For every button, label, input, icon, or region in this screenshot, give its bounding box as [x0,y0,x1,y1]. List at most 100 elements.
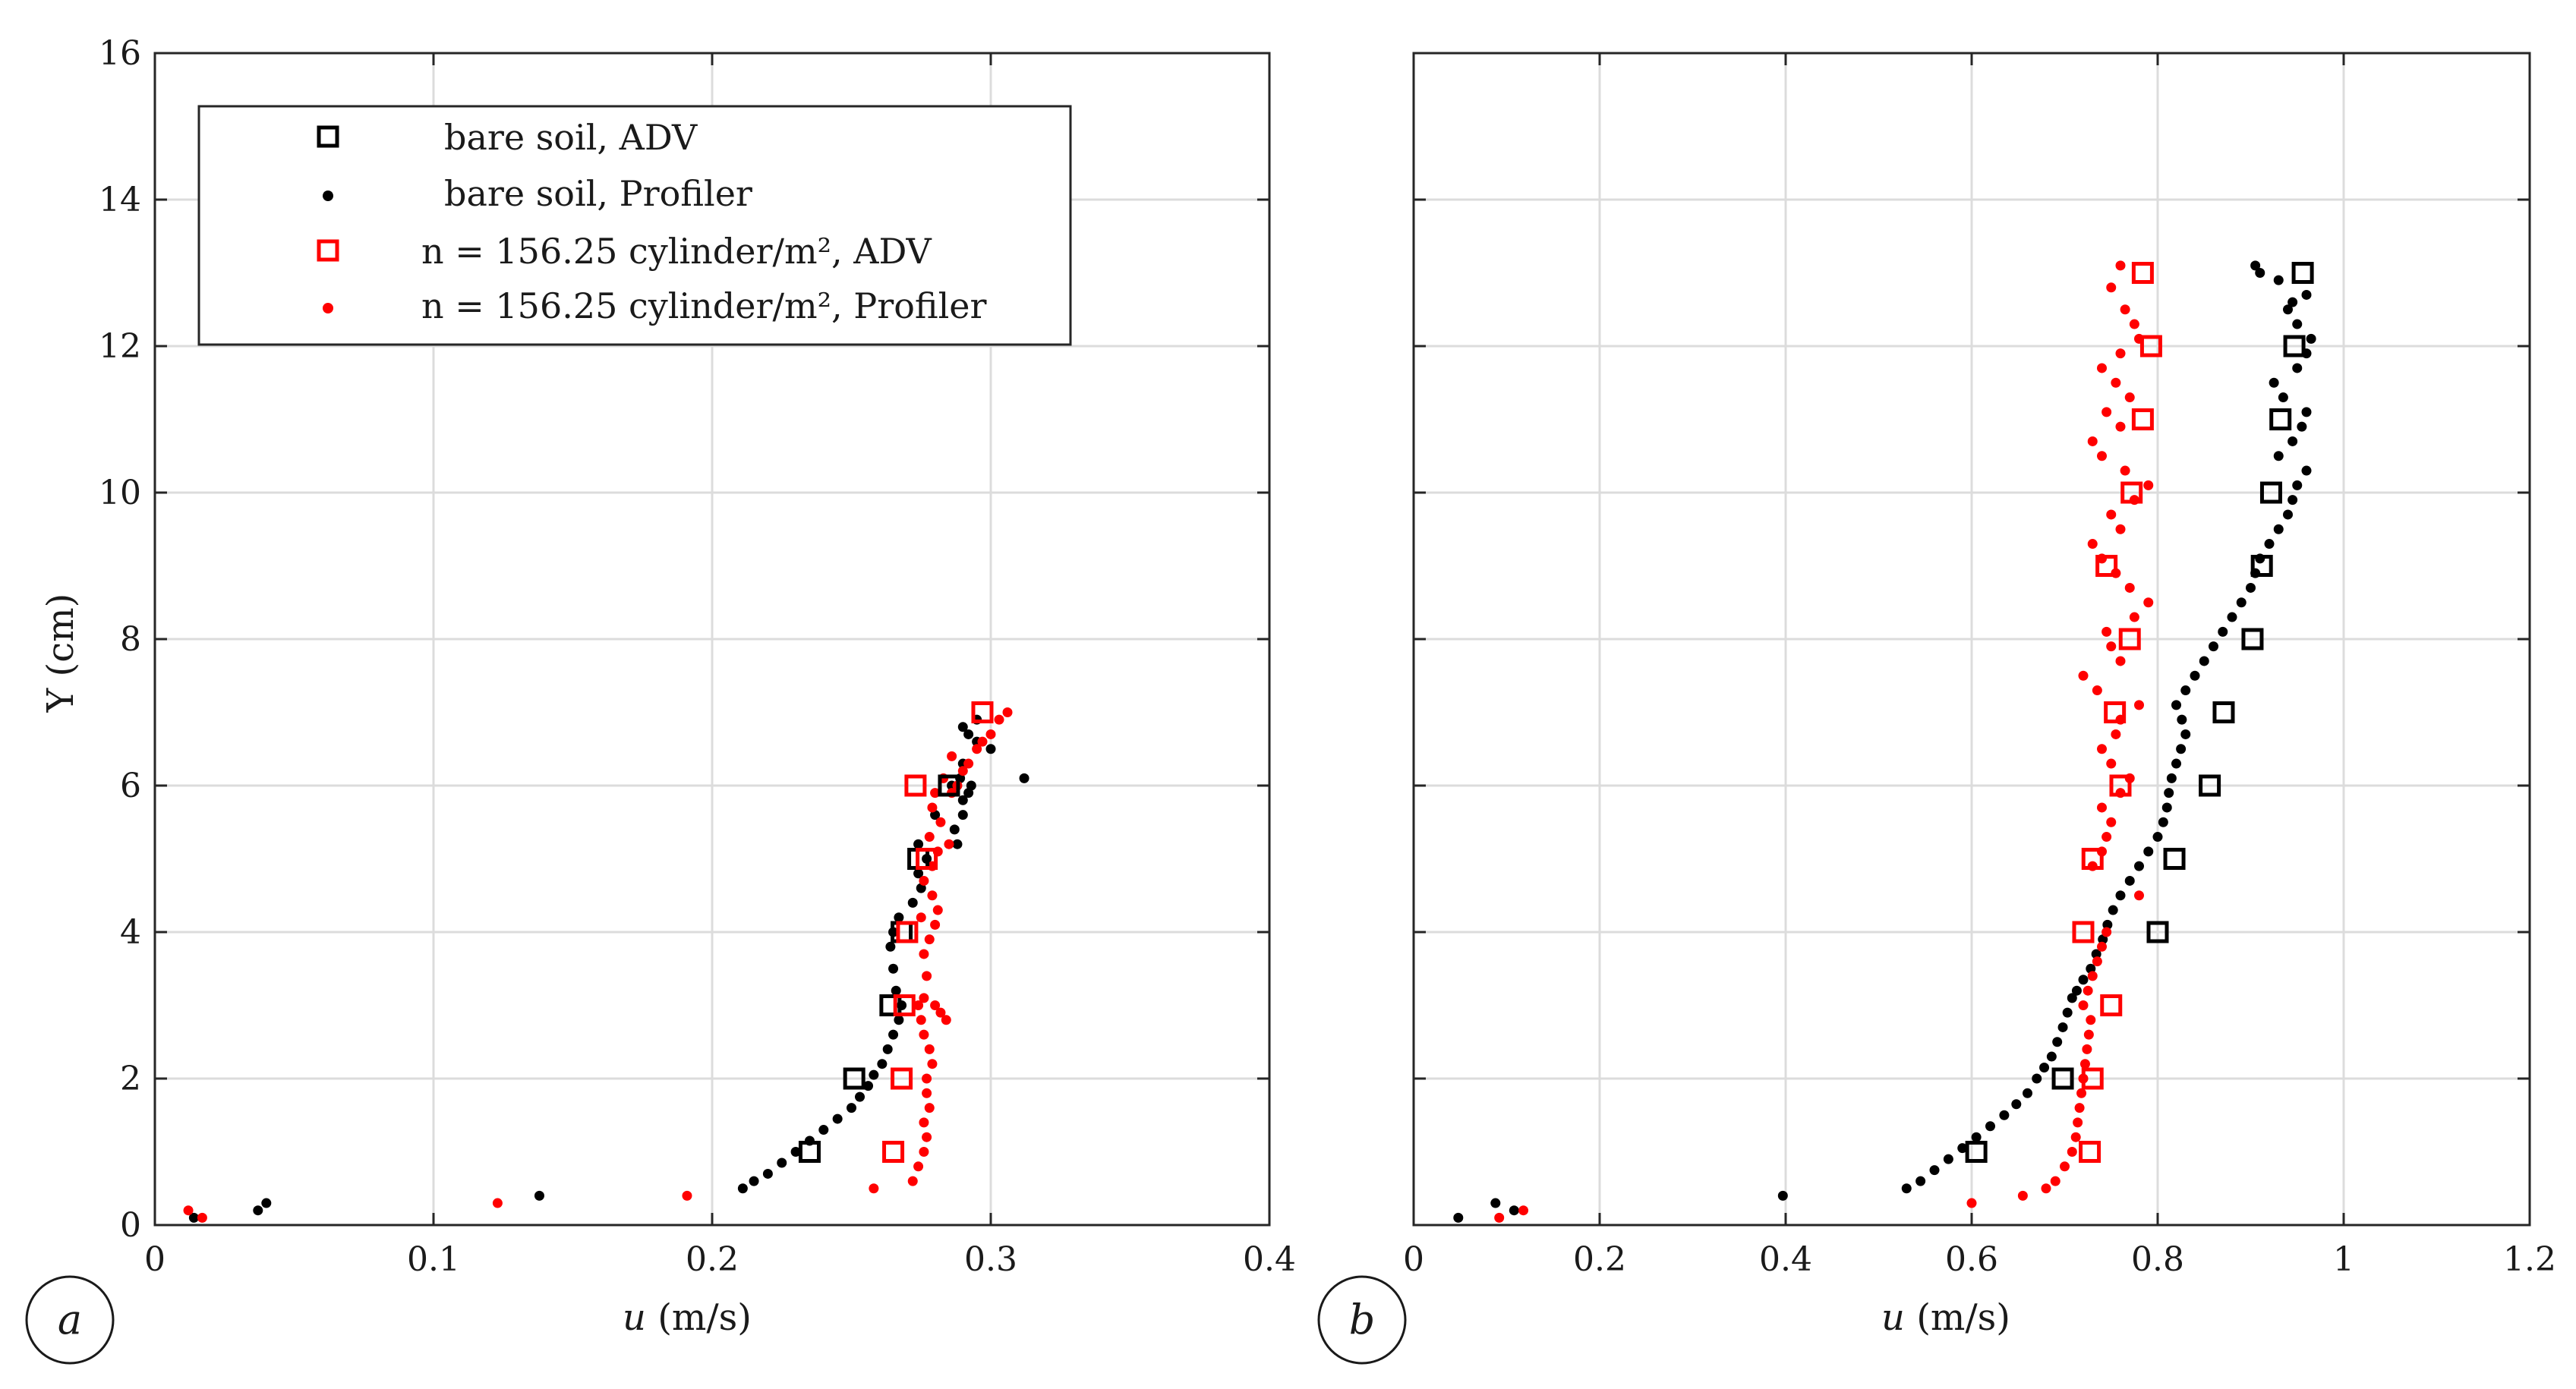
dot-marker [2134,890,2144,901]
dot-marker [2087,436,2098,446]
dot-marker [916,912,926,923]
square-marker [938,774,960,797]
square-marker [2212,701,2235,723]
dot-marker [2209,641,2218,652]
panel-a-label-circle [25,1275,115,1365]
dot-marker [947,751,957,761]
dot-marker [1999,1110,2010,1120]
dot-marker [966,780,976,791]
dot-marker [2297,421,2307,432]
dot-marker [2115,348,2126,359]
dot-marker [2161,802,2172,813]
legend-entry-cylinder-profiler: n = 156.25 cylinder/m², Profiler [323,285,987,326]
x-tick-label: 0.3 [964,1240,1017,1279]
y-tick-label: 10 [99,474,141,512]
square-marker [2241,628,2264,650]
dot-marker [2124,875,2135,886]
dot-marker [935,1007,946,1018]
dot-marker [869,1183,879,1194]
dot-marker [2180,729,2191,739]
dot-marker [2076,1088,2087,1098]
dot-marker [2273,275,2284,285]
dot-marker [2098,934,2108,945]
panel-a-label: a [58,1296,82,1343]
dot-marker [2143,846,2154,857]
dot-marker [2062,1007,2073,1018]
dot-marker [855,1091,865,1102]
dot-marker [2097,363,2107,373]
dot-marker [2115,421,2126,432]
dot-marker [2017,1190,2028,1201]
legend-marker-dot-black [323,191,333,201]
dot-marker [919,949,929,959]
dot-marker [2264,539,2275,550]
dot-marker [2143,480,2154,490]
dot-marker [930,788,941,798]
dot-marker [2255,268,2265,278]
dot-marker [963,758,974,769]
dot-marker [2060,1161,2070,1172]
panel-b-ticks [1412,52,2531,1227]
dot-marker [1957,1143,1968,1154]
legend: bare soil, ADV bare soil, Profiler n = 1… [197,105,1072,346]
dot-marker [2091,949,2101,959]
dot-marker [777,1158,787,1168]
dot-marker [2124,392,2135,403]
dot-marker [2083,1029,2094,1040]
square-marker [2095,555,2118,577]
dot-marker [2097,451,2107,461]
legend-box [197,105,1072,346]
dot-marker [2278,392,2288,403]
dot-marker [2288,297,2298,307]
dot-marker [534,1190,544,1201]
dot-marker [907,1176,918,1186]
square-marker [2139,335,2162,357]
legend-label: bare soil, ADV [444,117,698,158]
dot-marker [2171,758,2181,769]
dot-marker [682,1190,692,1201]
dot-marker [888,1029,899,1040]
x-tick-label: 0.8 [2131,1240,2184,1279]
square-marker [2100,994,2123,1016]
panel-a-tick-labels: 0 0.1 0.2 0.3 0.4 0 2 4 6 8 10 12 14 16 [99,34,1296,1279]
dot-marker [2180,685,2191,696]
dot-marker [1971,1132,1982,1142]
y-tick-label: 8 [120,620,141,659]
square-marker [891,1067,913,1090]
square-marker [896,921,919,943]
dot-marker [1494,1212,1505,1223]
dot-marker [1985,1121,1995,1132]
square-marker [2051,1067,2074,1090]
square-marker [2118,628,2141,650]
dot-marker [869,1069,879,1080]
dot-marker [2301,289,2312,300]
dot-marker [924,1103,935,1113]
dot-marker [913,1000,924,1010]
dot-marker [2283,304,2293,315]
legend-label: n = 156.25 cylinder/m², Profiler [421,285,987,326]
legend-marker-square-red [317,239,339,262]
dot-marker [930,919,941,930]
dot-marker [2273,524,2284,534]
legend-label: bare soil, Profiler [444,173,752,214]
dot-marker [1509,1205,1519,1216]
dot-marker [2106,817,2117,827]
dot-marker [957,766,968,776]
panel-b-grid [1414,53,2530,1225]
dot-marker [2288,436,2298,446]
dot-marker [907,897,918,908]
dot-marker [913,868,924,879]
dot-marker [1453,1212,1464,1223]
dot-marker [261,1198,272,1208]
dot-marker [2134,861,2144,871]
dot-marker [2074,1103,2085,1113]
dot-marker [2106,641,2117,652]
dot-marker [1915,1176,1926,1186]
dot-marker [919,875,929,886]
square-marker [2131,408,2154,430]
dot-marker [888,963,899,974]
dot-marker [2152,832,2163,843]
dot-marker [1518,1205,1529,1216]
dot-marker [492,1198,503,1208]
dot-marker [2306,333,2316,344]
